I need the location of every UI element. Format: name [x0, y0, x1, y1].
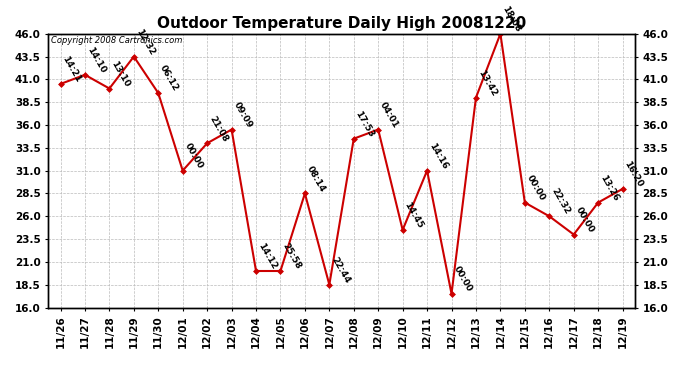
Text: 00:00: 00:00 [451, 265, 473, 294]
Text: 17:53: 17:53 [354, 109, 376, 139]
Text: 09:09: 09:09 [232, 100, 254, 130]
Text: 18:08: 18:08 [500, 4, 522, 34]
Text: 16:20: 16:20 [622, 160, 644, 189]
Text: 06:12: 06:12 [158, 64, 180, 93]
Text: Copyright 2008 Cartronics.com: Copyright 2008 Cartronics.com [51, 36, 183, 45]
Text: 00:00: 00:00 [183, 142, 204, 171]
Title: Outdoor Temperature Daily High 20081220: Outdoor Temperature Daily High 20081220 [157, 16, 526, 31]
Text: 00:00: 00:00 [525, 174, 546, 202]
Text: 13:10: 13:10 [110, 59, 131, 88]
Text: 12:32: 12:32 [134, 27, 156, 57]
Text: 22:44: 22:44 [329, 255, 352, 285]
Text: 14:21: 14:21 [61, 54, 83, 84]
Text: 13:26: 13:26 [598, 173, 620, 202]
Text: 00:00: 00:00 [573, 206, 595, 234]
Text: 04:01: 04:01 [378, 100, 400, 130]
Text: 14:10: 14:10 [85, 45, 107, 75]
Text: 14:16: 14:16 [427, 141, 449, 171]
Text: 13:42: 13:42 [476, 68, 498, 98]
Text: 08:14: 08:14 [305, 164, 327, 194]
Text: 14:45: 14:45 [403, 200, 425, 230]
Text: 25:58: 25:58 [280, 242, 302, 271]
Text: 14:12: 14:12 [256, 242, 278, 271]
Text: 21:08: 21:08 [207, 114, 229, 143]
Text: 22:32: 22:32 [549, 187, 571, 216]
